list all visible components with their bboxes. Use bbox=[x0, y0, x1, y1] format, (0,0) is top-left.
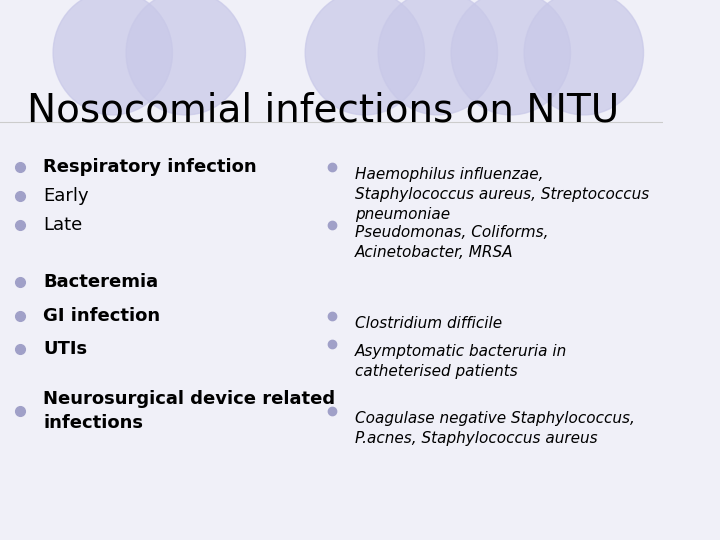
Text: Neurosurgical device related
infections: Neurosurgical device related infections bbox=[43, 390, 336, 432]
Text: Coagulase negative Staphylococcus,
P.acnes, Staphylococcus aureus: Coagulase negative Staphylococcus, P.acn… bbox=[355, 411, 635, 446]
Text: Nosocomial infections on NITU: Nosocomial infections on NITU bbox=[27, 91, 618, 129]
Ellipse shape bbox=[378, 0, 498, 115]
Text: Bacteremia: Bacteremia bbox=[43, 273, 158, 291]
Text: Respiratory infection: Respiratory infection bbox=[43, 158, 257, 177]
Text: Clostridium difficile: Clostridium difficile bbox=[355, 315, 502, 330]
Ellipse shape bbox=[524, 0, 644, 115]
Ellipse shape bbox=[451, 0, 570, 115]
Ellipse shape bbox=[305, 0, 425, 115]
Ellipse shape bbox=[126, 0, 246, 115]
Ellipse shape bbox=[53, 0, 173, 115]
Text: Haemophilus influenzae,
Staphylococcus aureus, Streptococcus
pneumoniae: Haemophilus influenzae, Staphylococcus a… bbox=[355, 167, 649, 222]
Text: Late: Late bbox=[43, 216, 82, 234]
Text: Pseudomonas, Coliforms,
Acinetobacter, MRSA: Pseudomonas, Coliforms, Acinetobacter, M… bbox=[355, 225, 549, 260]
Text: GI infection: GI infection bbox=[43, 307, 161, 325]
Text: Asymptomatic bacteruria in
catheterised patients: Asymptomatic bacteruria in catheterised … bbox=[355, 344, 567, 379]
Text: Early: Early bbox=[43, 187, 89, 205]
Text: UTIs: UTIs bbox=[43, 340, 87, 358]
